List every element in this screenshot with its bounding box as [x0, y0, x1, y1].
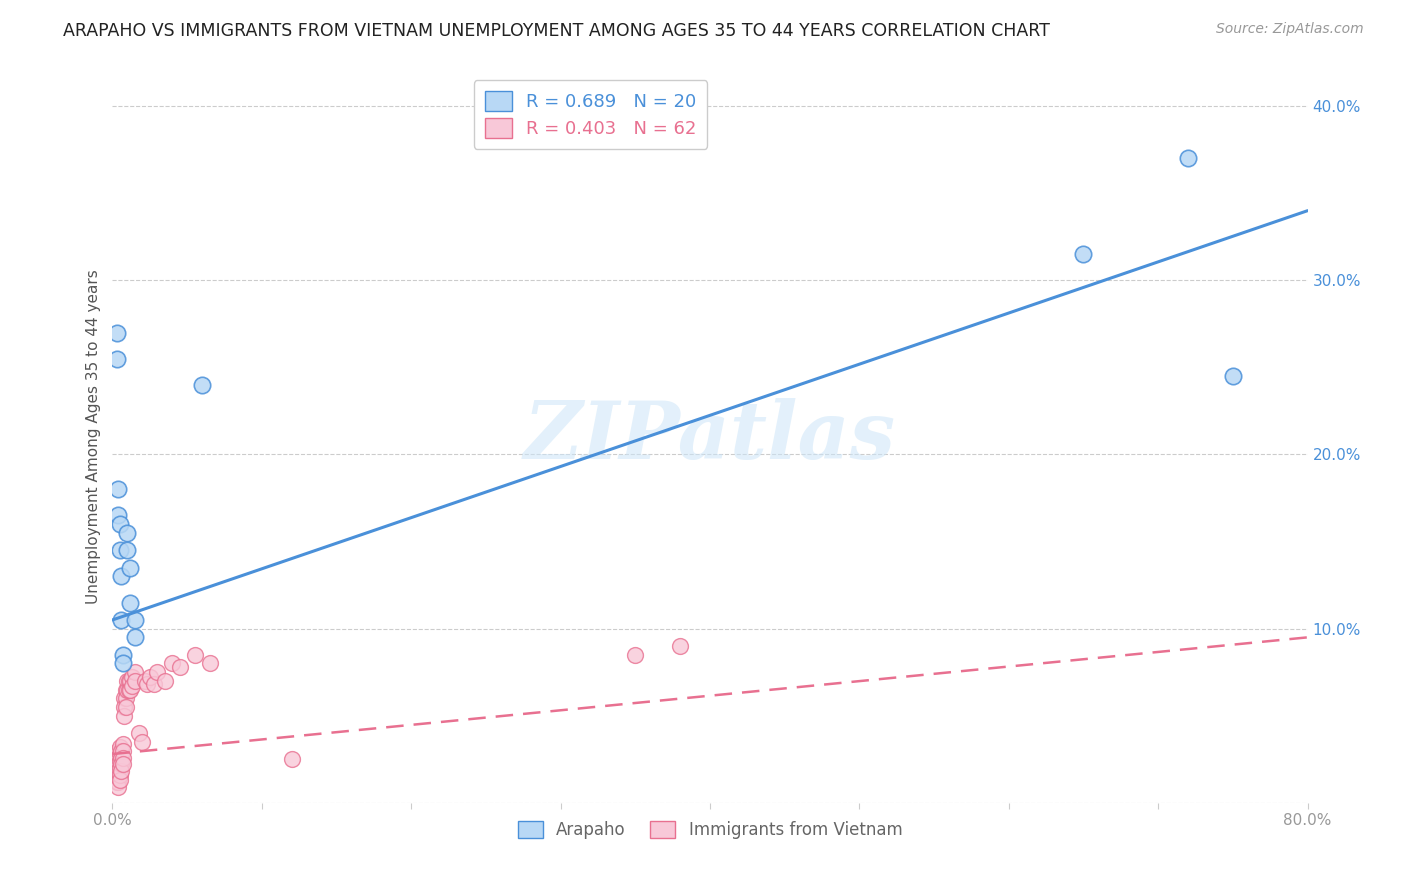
Point — [198, 657, 221, 671]
Point — [108, 773, 131, 788]
Point — [107, 750, 129, 764]
Point — [128, 726, 150, 740]
Point — [124, 673, 146, 688]
Text: ARAPAHO VS IMMIGRANTS FROM VIETNAM UNEMPLOYMENT AMONG AGES 35 TO 44 YEARS CORREL: ARAPAHO VS IMMIGRANTS FROM VIETNAM UNEMP… — [63, 22, 1050, 40]
Point — [281, 752, 304, 766]
Point — [110, 757, 132, 772]
Point — [104, 757, 127, 772]
Point — [169, 660, 191, 674]
Point — [120, 673, 142, 688]
Point — [108, 740, 131, 755]
Point — [120, 595, 142, 609]
Legend: Arapaho, Immigrants from Vietnam: Arapaho, Immigrants from Vietnam — [510, 814, 910, 846]
Point — [124, 613, 146, 627]
Point — [108, 768, 131, 782]
Point — [105, 351, 128, 366]
Point — [1177, 152, 1199, 166]
Point — [114, 691, 135, 706]
Point — [107, 780, 129, 794]
Point — [108, 754, 131, 768]
Point — [111, 657, 134, 671]
Point — [153, 673, 176, 688]
Point — [120, 682, 142, 697]
Point — [131, 735, 153, 749]
Point — [110, 743, 132, 757]
Point — [143, 677, 166, 691]
Point — [105, 747, 128, 761]
Point — [124, 665, 146, 680]
Point — [1222, 369, 1244, 384]
Point — [135, 677, 157, 691]
Point — [108, 543, 131, 558]
Point — [117, 525, 139, 540]
Point — [118, 673, 141, 688]
Point — [111, 737, 134, 751]
Point — [107, 508, 129, 523]
Point — [669, 639, 692, 653]
Point — [624, 648, 647, 662]
Point — [107, 757, 129, 772]
Point — [111, 648, 134, 662]
Point — [105, 775, 128, 789]
Point — [115, 682, 138, 697]
Point — [110, 764, 132, 779]
Point — [110, 750, 132, 764]
Point — [162, 657, 183, 671]
Point — [111, 750, 134, 764]
Point — [107, 764, 129, 779]
Point — [105, 326, 128, 340]
Y-axis label: Unemployment Among Ages 35 to 44 years: Unemployment Among Ages 35 to 44 years — [86, 269, 101, 605]
Point — [110, 569, 132, 583]
Point — [120, 560, 142, 574]
Point — [115, 700, 138, 714]
Text: ZIPatlas: ZIPatlas — [524, 399, 896, 475]
Point — [139, 670, 162, 684]
Point — [191, 377, 214, 392]
Point — [114, 700, 135, 714]
Point — [107, 775, 129, 789]
Point — [1073, 247, 1095, 261]
Point — [105, 770, 128, 784]
Point — [104, 752, 127, 766]
Point — [104, 768, 127, 782]
Point — [117, 543, 139, 558]
Point — [115, 691, 138, 706]
Point — [108, 747, 131, 761]
Point — [146, 665, 169, 680]
Point — [105, 754, 128, 768]
Text: Source: ZipAtlas.com: Source: ZipAtlas.com — [1216, 22, 1364, 37]
Point — [104, 763, 127, 777]
Point — [105, 759, 128, 773]
Point — [107, 743, 129, 757]
Point — [121, 679, 143, 693]
Point — [118, 682, 141, 697]
Point — [183, 648, 205, 662]
Point — [114, 708, 135, 723]
Point — [111, 757, 134, 772]
Point — [117, 682, 139, 697]
Point — [108, 761, 131, 775]
Point — [124, 631, 146, 645]
Point — [105, 764, 128, 779]
Point — [111, 743, 134, 757]
Point — [110, 613, 132, 627]
Point — [121, 670, 143, 684]
Point — [107, 483, 129, 497]
Point — [107, 770, 129, 784]
Point — [108, 517, 131, 532]
Point — [117, 673, 139, 688]
Point — [134, 673, 156, 688]
